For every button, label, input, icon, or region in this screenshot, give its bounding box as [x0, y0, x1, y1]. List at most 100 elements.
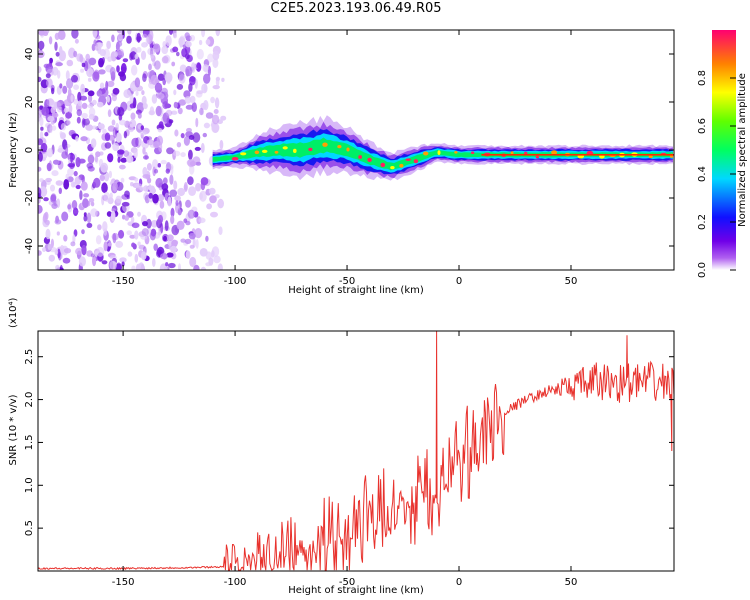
y-tick-label: 20 — [24, 96, 35, 109]
noise-blob — [115, 263, 122, 270]
noise-blob — [86, 118, 90, 124]
noise-blob — [177, 107, 183, 115]
noise-blob — [221, 77, 225, 82]
noise-blob — [141, 33, 148, 39]
noise-blob — [139, 131, 148, 136]
noise-blob — [209, 195, 217, 204]
noise-blob — [184, 238, 192, 245]
noise-blob — [186, 127, 192, 133]
noise-blob — [131, 64, 138, 76]
snr-y-ticks: 0.5 1.0 1.5 2.0 2.5 — [24, 349, 674, 536]
noise-blob — [115, 181, 124, 191]
noise-blob — [107, 153, 114, 163]
ridge-hotspot — [254, 150, 260, 155]
y-tick-label: -40 — [24, 238, 35, 254]
noise-blob — [99, 82, 105, 89]
noise-blob — [203, 122, 210, 129]
noise-blob — [171, 61, 176, 67]
ridge-hotspot — [337, 145, 342, 149]
page-title: C2E5.2023.193.06.49.R05 — [270, 1, 442, 16]
noise-blob — [82, 198, 89, 209]
noise-blob — [179, 72, 184, 80]
noise-blob — [117, 107, 125, 117]
noise-blob — [112, 87, 120, 95]
noise-blob — [51, 170, 59, 177]
snr-panel: -150 -100 -50 0 50 0.5 1.0 1.5 2.0 2.5 Height of… — [8, 297, 675, 596]
noise-blob — [178, 99, 187, 106]
noise-blob — [187, 209, 196, 219]
noise-blob — [157, 128, 163, 133]
noise-blob — [76, 109, 83, 117]
noise-blob — [90, 138, 97, 149]
noise-blob — [68, 104, 73, 114]
noise-blob — [77, 100, 82, 107]
noise-blob — [38, 76, 42, 83]
noise-blob — [151, 94, 158, 104]
noise-blob — [88, 113, 95, 120]
noise-blob — [86, 162, 94, 169]
noise-blob — [115, 240, 124, 248]
noise-blob — [121, 261, 125, 267]
noise-blob — [124, 190, 130, 198]
ridge-hotspot — [240, 152, 247, 156]
noise-blob — [38, 250, 42, 256]
noise-blob — [96, 246, 105, 257]
noise-blob — [176, 83, 184, 90]
noise-blob — [185, 199, 192, 208]
x-tick-label: -150 — [112, 577, 135, 588]
noise-blob — [73, 170, 78, 177]
noise-blob — [86, 67, 94, 78]
noise-blob — [92, 255, 97, 267]
noise-blob — [115, 195, 122, 204]
noise-blob — [102, 221, 108, 232]
noise-blob — [93, 39, 97, 46]
noise-blob — [87, 154, 95, 164]
noise-blob — [203, 83, 208, 93]
noise-blob — [169, 189, 178, 197]
ridge-hotspot — [261, 149, 268, 153]
noise-blob — [183, 218, 188, 223]
noise-blob — [174, 195, 181, 202]
noise-blob — [135, 264, 140, 270]
y-tick-label: -20 — [24, 190, 35, 206]
noise-blob — [75, 157, 81, 168]
noise-blob — [43, 197, 49, 202]
noise-blob — [96, 90, 103, 97]
snr-x-ticks: -150 -100 -50 0 50 — [112, 331, 577, 588]
noise-blob — [98, 158, 104, 168]
noise-blob — [185, 104, 194, 110]
noise-blob — [51, 203, 58, 209]
noise-blob — [166, 252, 174, 258]
ridge-hotspot — [308, 147, 313, 152]
noise-blob — [86, 212, 92, 224]
noise-blob — [200, 177, 209, 186]
noise-blob — [115, 132, 122, 143]
y-tick-label: 2.5 — [24, 349, 35, 365]
noise-blob — [131, 265, 136, 270]
noise-blob — [173, 32, 177, 39]
noise-blob — [203, 100, 209, 111]
noise-blob — [140, 50, 147, 60]
noise-blob — [50, 184, 55, 192]
ridge-hotspot — [524, 151, 528, 155]
noise-blob — [196, 48, 204, 60]
noise-blob — [162, 78, 166, 86]
noise-blob — [149, 231, 156, 241]
noise-blob — [215, 76, 221, 82]
noise-blob — [134, 253, 139, 263]
noise-blob — [205, 112, 214, 119]
colorbar-gradient — [712, 30, 736, 270]
noise-blob — [160, 253, 168, 260]
noise-blob — [176, 51, 180, 57]
noise-blob — [63, 179, 70, 190]
noise-blob — [74, 38, 79, 44]
noise-blob — [165, 262, 169, 267]
noise-blob — [199, 190, 207, 202]
noise-blob — [122, 58, 129, 63]
noise-blob — [202, 132, 207, 138]
noise-blob — [162, 177, 168, 185]
noise-blob — [106, 211, 112, 217]
noise-blob — [189, 95, 196, 104]
noise-blob — [211, 114, 220, 125]
